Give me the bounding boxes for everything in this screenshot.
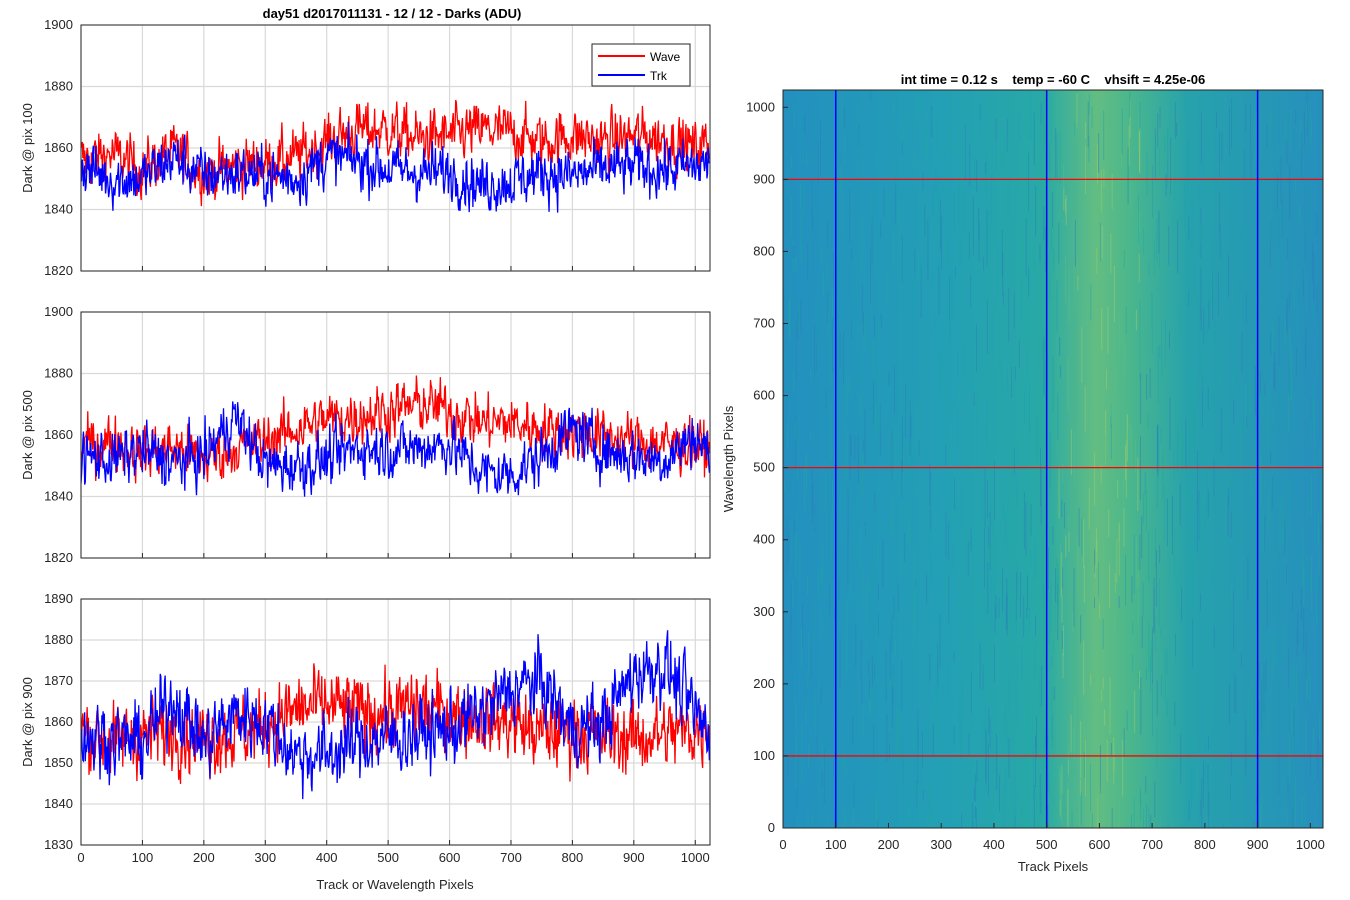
- x-tick-label: 400: [983, 837, 1005, 852]
- series-lines: [81, 630, 710, 800]
- y-tick-label: 1900: [44, 304, 73, 319]
- y-tick-label: 800: [753, 243, 775, 258]
- y-tick-label: 500: [753, 460, 775, 475]
- panel-pix-900: 1830 1840 1850 1860 1870 1880 1890 0 100 200 300 4…: [20, 591, 711, 892]
- y-tick-label: 600: [753, 388, 775, 403]
- x-tick-label: 800: [1194, 837, 1216, 852]
- legend-label-trk: Trk: [650, 69, 668, 83]
- y-tick-label: 1860: [44, 140, 73, 155]
- x-tick-label: 0: [779, 837, 786, 852]
- panel-pix-500: 1820 1840 1860 1880 1900 Dark @ pix 500: [20, 304, 711, 565]
- x-tick-label: 400: [316, 850, 338, 865]
- heatmap-texture: [782, 90, 1324, 828]
- y-tick-label: 0: [768, 820, 775, 835]
- y-tick-labels: 0 100 200 300 400 500 600 700 800 900 1000: [746, 99, 788, 835]
- y-tick-label: 1820: [44, 550, 73, 565]
- x-tick-label: 900: [1247, 837, 1269, 852]
- heatmap-x-axis-label: Track Pixels: [1018, 859, 1089, 874]
- y-tick-label: 1870: [44, 673, 73, 688]
- y-tick-label: 1850: [44, 755, 73, 770]
- y-tick-label: 1820: [44, 263, 73, 278]
- y-tick-labels: 1830 1840 1850 1860 1870 1880 1890: [44, 591, 73, 852]
- x-tick-label: 1000: [681, 850, 710, 865]
- chart-title: day51 d2017011131 - 12 / 12 - Darks (ADU…: [263, 6, 522, 21]
- y-axis-label: Dark @ pix 500: [20, 390, 35, 480]
- y-tick-label: 1890: [44, 591, 73, 606]
- series-line-trk: [81, 121, 710, 213]
- y-tick-label: 1880: [44, 366, 73, 381]
- x-tick-label: 100: [132, 850, 154, 865]
- x-tick-label: 900: [623, 850, 645, 865]
- series-lines: [81, 99, 710, 213]
- axes-box: [80, 598, 711, 846]
- panel-pix-100: 1820 1840 1860 1880 1900 Dark @ pix 100 day5…: [20, 6, 711, 278]
- legend-label-wave: Wave: [650, 50, 681, 64]
- x-tick-label: 200: [878, 837, 900, 852]
- heatmap-title: int time = 0.12 s temp = -60 C vhsift = …: [901, 72, 1206, 87]
- y-axis-label: Dark @ pix 900: [20, 677, 35, 767]
- y-tick-label: 400: [753, 532, 775, 547]
- y-tick-label: 100: [753, 748, 775, 763]
- x-tick-label: 500: [1036, 837, 1058, 852]
- y-tick-label: 1830: [44, 837, 73, 852]
- y-tick-label: 300: [753, 604, 775, 619]
- y-tick-label: 1900: [44, 17, 73, 32]
- y-tick-label: 1840: [44, 489, 73, 504]
- x-tick-label: 0: [77, 850, 84, 865]
- x-tick-label: 800: [562, 850, 584, 865]
- legend-box: [591, 43, 691, 87]
- series-lines: [81, 375, 710, 497]
- y-tick-labels: 1820 1840 1860 1880 1900: [44, 17, 73, 278]
- heatmap-y-axis-label: Wavelength Pixels: [721, 405, 736, 512]
- x-tick-label: 600: [1089, 837, 1111, 852]
- x-tick-label: 500: [377, 850, 399, 865]
- y-tick-label: 1840: [44, 796, 73, 811]
- axes-box: [80, 311, 711, 559]
- x-tick-label: 200: [193, 850, 215, 865]
- y-tick-label: 1880: [44, 79, 73, 94]
- y-tick-label: 1840: [44, 202, 73, 217]
- x-tick-label: 300: [930, 837, 952, 852]
- heatmap-panel: 0 100 200 300 400 500 600 700 800 900 1000 0 100 200…: [721, 72, 1325, 874]
- x-tick-label: 1000: [1296, 837, 1325, 852]
- y-tick-labels: 1820 1840 1860 1880 1900: [44, 304, 73, 565]
- series-line-trk: [81, 630, 710, 800]
- x-tick-label: 600: [439, 850, 461, 865]
- series-line-trk: [81, 401, 710, 497]
- axes-box: [80, 24, 711, 272]
- heatmap-axes-box: [782, 89, 1324, 829]
- y-tick-label: 700: [753, 316, 775, 331]
- marker-lines: [783, 90, 1323, 828]
- y-tick-label: 1880: [44, 632, 73, 647]
- heatmap-image: [783, 90, 1323, 828]
- x-tick-label: 700: [500, 850, 522, 865]
- x-tick-label: 700: [1141, 837, 1163, 852]
- y-axis-label: Dark @ pix 100: [20, 103, 35, 193]
- y-tick-label: 900: [753, 171, 775, 186]
- x-tick-label: 100: [825, 837, 847, 852]
- y-tick-label: 1860: [44, 427, 73, 442]
- y-tick-label: 1000: [746, 99, 775, 114]
- legend: Wave Trk: [591, 43, 691, 87]
- x-tick-label: 300: [254, 850, 276, 865]
- x-tick-labels: 0 100 200 300 400 500 600 700 800 900 1000: [77, 850, 709, 865]
- y-tick-label: 1860: [44, 714, 73, 729]
- x-tick-labels: 0 100 200 300 400 500 600 700 800 900 1000: [779, 823, 1325, 852]
- y-tick-label: 200: [753, 676, 775, 691]
- x-axis-label: Track or Wavelength Pixels: [316, 877, 474, 892]
